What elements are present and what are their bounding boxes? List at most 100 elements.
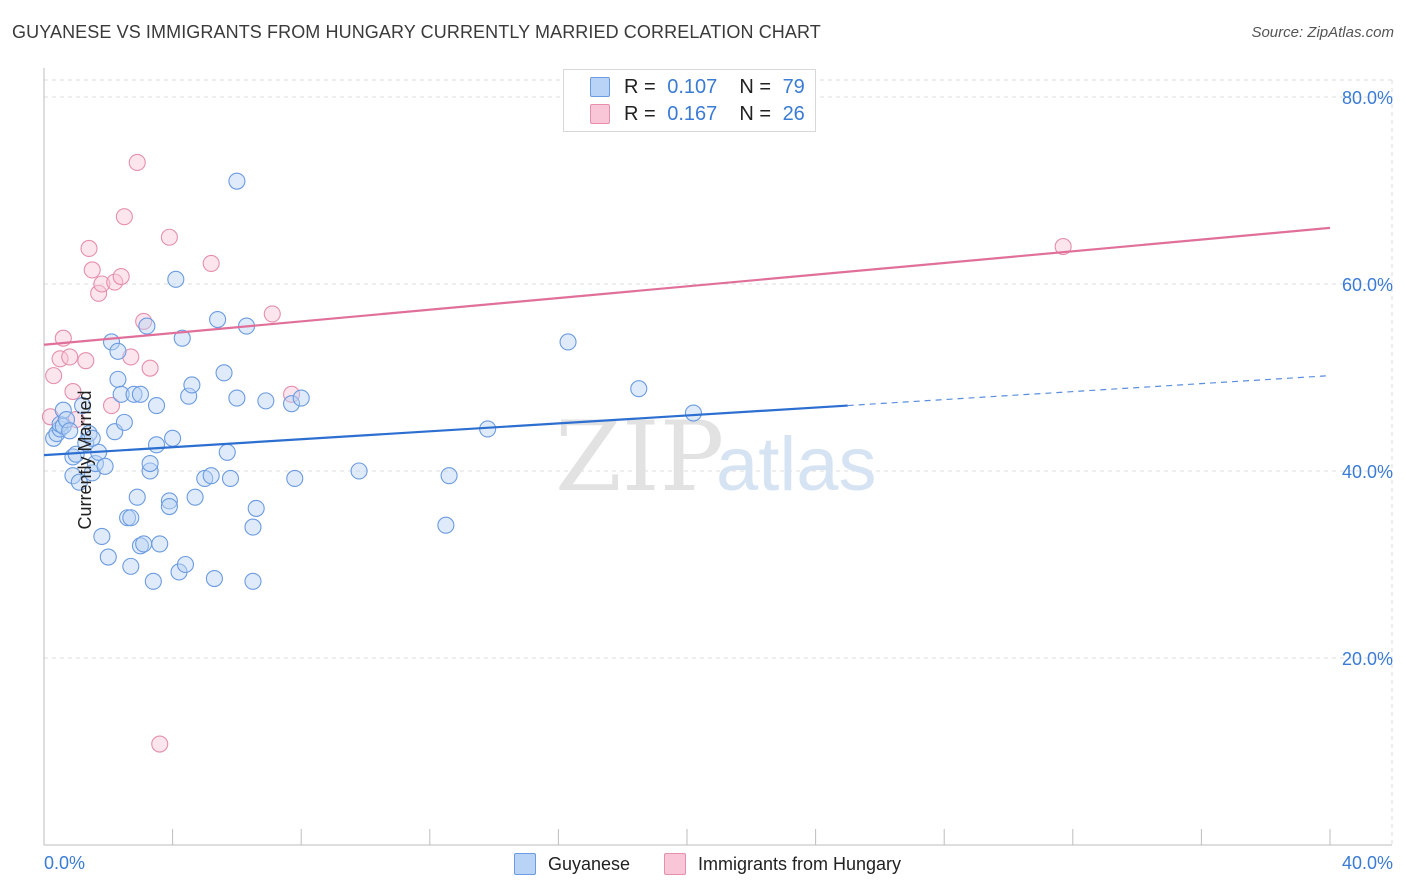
guyanese-point [209,310,227,329]
chart-title: GUYANESE VS IMMIGRANTS FROM HUNGARY CURR… [12,22,821,42]
guyanese-point [437,516,455,534]
legend-r-value: 0.107 [667,75,718,98]
guyanese-point [112,385,130,403]
guyanese-point [221,469,240,488]
y-tick-label: 80.0% [1342,88,1393,108]
guyanese-point [122,557,140,575]
guyanese-point [186,488,204,506]
guyanese-point [61,422,79,440]
guyanese-point [176,555,195,574]
bottom-legend-swatch-blue [514,853,536,875]
y-tick-label: 40.0% [1342,462,1393,482]
hungary-point [135,312,153,330]
guyanese-point [99,548,117,566]
bottom-legend-label: Guyanese [548,853,631,874]
legend-swatch-pink [590,104,610,124]
guyanese-point [115,413,133,431]
hungary-point [112,267,130,286]
guyanese-point [228,172,246,190]
guyanese-point [109,342,127,360]
hungary-point [80,239,98,258]
guyanese-point [96,457,114,475]
legend-n-label: N = [739,75,771,98]
guyanese-point [86,454,104,473]
guyanese-trend-line [43,404,848,457]
guyanese-point [83,429,101,447]
guyanese-point [135,535,153,553]
legend-n-value: 79 [782,75,805,98]
guyanese-point [215,364,233,382]
hungary-point [128,153,146,171]
guyanese-point [244,572,262,590]
guyanese-point [183,376,201,394]
hungary-point [61,348,79,366]
hungary-point [77,352,95,370]
hungary-point [151,735,169,753]
guyanese-point [45,429,63,447]
guyanese-point [144,572,162,590]
y-tick-label: 20.0% [1342,649,1393,669]
hungary-point [102,396,121,415]
watermark-atlas: atlas [716,422,877,507]
guyanese-point [70,473,88,491]
guyanese-point [167,270,185,288]
hungary-point [283,385,301,403]
x-tick-label: 0.0% [44,853,85,873]
legend-n-label: N = [739,102,771,125]
guyanese-point [151,535,169,553]
guyanese-point [74,396,92,415]
legend-swatch-blue [590,77,610,97]
bottom-legend-hungary: Immigrants from Hungary [664,852,901,876]
guyanese-point [141,454,159,473]
guyanese-point [160,492,178,510]
guyanese-point [147,436,166,454]
hungary-point [93,275,111,293]
guyanese-point [131,385,149,403]
bottom-legend-guyanese: Guyanese [514,852,630,876]
guyanese-point [218,443,236,461]
guyanese-point [630,380,648,398]
guyanese-point [440,467,458,485]
hungary-point [202,254,220,272]
guyanese-point [122,509,140,527]
legend-r-label: R = [624,102,656,125]
guyanese-point [292,389,310,407]
guyanese-point [138,317,156,335]
hungary-point [45,367,63,385]
y-axis-label: Currently Married [75,390,96,530]
guyanese-point [109,370,127,388]
hungary-point [141,359,159,377]
guyanese-point [180,387,198,405]
guyanese-point [147,396,166,415]
guyanese-trend-extension [847,375,1331,407]
guyanese-point [125,385,143,403]
guyanese-point [128,488,146,506]
legend-row-guyanese: R = 0.107 N = 79 [590,75,805,99]
guyanese-point [173,329,191,347]
guyanese-point [283,395,301,413]
guyanese-point [160,497,178,516]
guyanese-point [57,411,76,429]
guyanese-point [205,569,223,588]
hungary-trend-line [43,226,1331,346]
watermark-zip: ZIP [555,401,724,513]
legend-row-hungary: R = 0.167 N = 26 [590,102,805,126]
guyanese-point [164,429,182,447]
hungary-point [83,261,101,279]
y-tick-label: 60.0% [1342,275,1393,295]
guyanese-point [286,469,304,488]
hungary-point [90,284,108,302]
guyanese-point [64,467,82,485]
hungary-point [1054,238,1072,256]
guyanese-point [684,404,702,422]
guyanese-point [80,425,98,443]
guyanese-point [559,333,577,351]
hungary-point [115,208,133,226]
hungary-point [263,305,281,323]
correlation-legend: R = 0.107 N = 79 R = 0.167 N = 26 [563,69,816,132]
guyanese-point [202,467,220,485]
bottom-legend-swatch-pink [664,853,686,875]
bottom-legend-label: Immigrants from Hungary [698,853,902,874]
guyanese-point [247,499,265,517]
